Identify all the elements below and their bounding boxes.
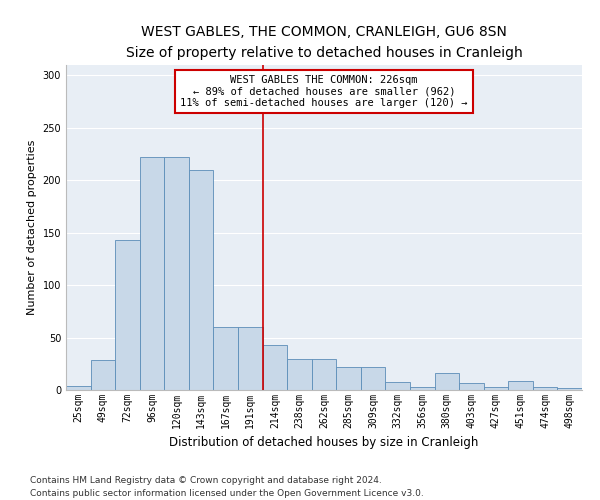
- Bar: [115, 240, 140, 390]
- Bar: [91, 360, 115, 390]
- Bar: [263, 345, 287, 390]
- Bar: [385, 382, 410, 390]
- Bar: [533, 387, 557, 390]
- Bar: [287, 358, 312, 390]
- Text: WEST GABLES THE COMMON: 226sqm
← 89% of detached houses are smaller (962)
11% of: WEST GABLES THE COMMON: 226sqm ← 89% of …: [180, 74, 468, 108]
- Bar: [238, 327, 263, 390]
- Bar: [312, 358, 336, 390]
- Bar: [459, 382, 484, 390]
- Bar: [140, 158, 164, 390]
- Title: WEST GABLES, THE COMMON, CRANLEIGH, GU6 8SN
Size of property relative to detache: WEST GABLES, THE COMMON, CRANLEIGH, GU6 …: [125, 25, 523, 59]
- Bar: [189, 170, 214, 390]
- Bar: [214, 327, 238, 390]
- Y-axis label: Number of detached properties: Number of detached properties: [27, 140, 37, 315]
- Bar: [361, 367, 385, 390]
- Bar: [484, 387, 508, 390]
- Bar: [410, 387, 434, 390]
- Bar: [434, 373, 459, 390]
- Bar: [508, 380, 533, 390]
- Bar: [66, 386, 91, 390]
- Bar: [336, 367, 361, 390]
- X-axis label: Distribution of detached houses by size in Cranleigh: Distribution of detached houses by size …: [169, 436, 479, 450]
- Bar: [557, 388, 582, 390]
- Bar: [164, 158, 189, 390]
- Text: Contains HM Land Registry data © Crown copyright and database right 2024.
Contai: Contains HM Land Registry data © Crown c…: [30, 476, 424, 498]
